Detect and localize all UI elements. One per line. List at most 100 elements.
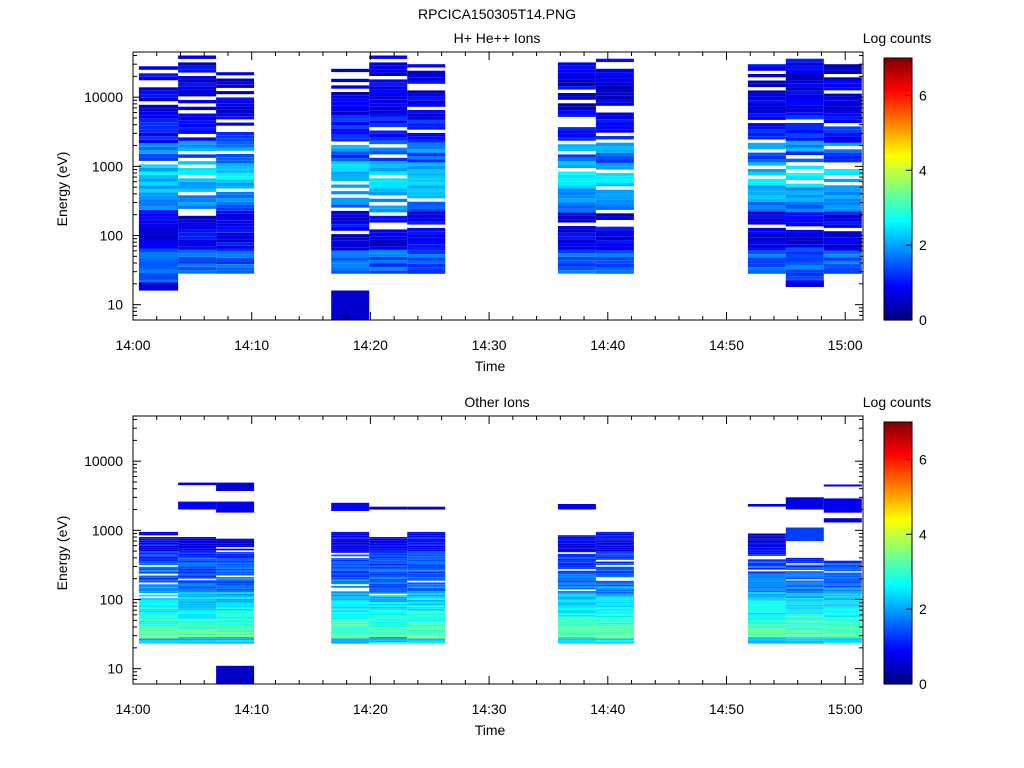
heatmap-cell — [785, 584, 824, 586]
heatmap-cell — [369, 263, 408, 267]
heatmap-cell — [138, 586, 179, 588]
heatmap-cell — [216, 235, 255, 239]
heatmap-cell — [178, 632, 217, 634]
heatmap-cell — [216, 638, 255, 641]
heatmap-cell — [331, 290, 370, 320]
heatmap-cell — [747, 578, 786, 580]
heatmap-cell — [747, 90, 786, 94]
heatmap-cell — [595, 162, 634, 167]
heatmap-cell — [369, 151, 408, 155]
heatmap-cell — [823, 172, 862, 176]
heatmap-cell — [823, 622, 862, 624]
heatmap-cell — [557, 564, 596, 566]
heatmap-cell — [595, 58, 634, 63]
colorbar-segment — [884, 119, 912, 122]
heatmap-cell — [331, 538, 370, 541]
heatmap-cell — [331, 640, 370, 642]
heatmap-cell — [595, 270, 634, 274]
heatmap-cell — [595, 572, 634, 574]
colorbar-segment — [884, 577, 912, 580]
colorbar-segment — [884, 82, 912, 85]
heatmap-cell — [178, 147, 217, 151]
heatmap-cell — [557, 618, 596, 620]
heatmap-cell — [369, 266, 408, 271]
x-tick-label: 14:40 — [590, 337, 625, 353]
heatmap-cell — [595, 253, 634, 257]
heatmap-cell — [747, 201, 786, 205]
heatmap-cell — [331, 253, 370, 258]
heatmap-cell — [178, 615, 217, 617]
colorbar-segment — [884, 489, 912, 493]
colorbar-segment — [884, 631, 912, 635]
heatmap-cell — [369, 209, 408, 213]
heatmap-cell — [216, 264, 255, 268]
heatmap-cell — [747, 237, 786, 241]
heatmap-cell — [557, 550, 596, 553]
heatmap-cell — [138, 631, 179, 634]
heatmap-cell — [138, 566, 179, 569]
x-tick-label: 14:50 — [709, 337, 744, 353]
heatmap-cell — [369, 116, 408, 121]
heatmap-cell — [331, 260, 370, 264]
heatmap-cell — [178, 137, 217, 141]
heatmap-cell — [595, 102, 634, 106]
heatmap-cell — [747, 205, 786, 209]
colorbar-segment — [884, 649, 912, 652]
colorbar-segment — [884, 164, 912, 168]
heatmap-cell — [369, 625, 408, 627]
heatmap-cell — [138, 146, 179, 151]
colorbar-segment — [884, 125, 912, 129]
heatmap-cell — [785, 527, 824, 542]
heatmap-cell — [747, 152, 786, 156]
heatmap-cell — [178, 580, 217, 582]
heatmap-cell — [407, 175, 446, 179]
colorbar-segment — [884, 315, 912, 319]
heatmap-cell — [557, 597, 596, 600]
heatmap-cell — [216, 185, 255, 189]
heatmap-cell — [138, 259, 179, 263]
heatmap-cell — [216, 135, 255, 139]
heatmap-cell — [557, 628, 596, 631]
heatmap-cell — [138, 615, 179, 618]
heatmap-cell — [331, 250, 370, 254]
heatmap-cell — [216, 103, 255, 107]
heatmap-cell — [138, 600, 179, 602]
heatmap-cell — [595, 638, 634, 641]
heatmap-cell — [823, 169, 862, 173]
heatmap-cell — [785, 151, 824, 155]
colorbar-segment — [884, 454, 912, 458]
colorbar-segment — [884, 574, 912, 578]
heatmap-cell — [785, 83, 824, 88]
heatmap-cell — [331, 636, 370, 639]
heatmap-cell — [369, 113, 408, 117]
colorbar-segment — [884, 601, 912, 604]
heatmap-cell — [785, 62, 824, 66]
heatmap-cell — [407, 547, 446, 550]
heatmap-cell — [785, 197, 824, 202]
heatmap-cell — [178, 219, 217, 223]
heatmap-cell — [557, 623, 596, 625]
heatmap-cell — [747, 592, 786, 594]
colorbar-segment — [884, 123, 912, 127]
heatmap-cell — [557, 535, 596, 537]
heatmap-cell — [407, 237, 446, 241]
heatmap-cell — [369, 588, 408, 591]
heatmap-cell — [747, 221, 786, 225]
colorbar-segment — [884, 112, 912, 116]
heatmap-cell — [407, 601, 446, 604]
colorbar-segment — [884, 114, 912, 118]
heatmap-cell — [369, 608, 408, 611]
heatmap-cell — [557, 174, 596, 179]
heatmap-cell — [785, 590, 824, 592]
colorbar-segment — [884, 293, 912, 297]
heatmap-cell — [178, 625, 217, 627]
heatmap-cell — [823, 560, 862, 562]
heatmap-cell — [331, 263, 370, 268]
heatmap-cell — [369, 563, 408, 566]
heatmap-cell — [823, 155, 862, 160]
heatmap-cell — [216, 223, 255, 227]
colorbar-segment — [884, 559, 912, 563]
heatmap-cell — [823, 614, 862, 616]
heatmap-cell — [331, 537, 370, 539]
